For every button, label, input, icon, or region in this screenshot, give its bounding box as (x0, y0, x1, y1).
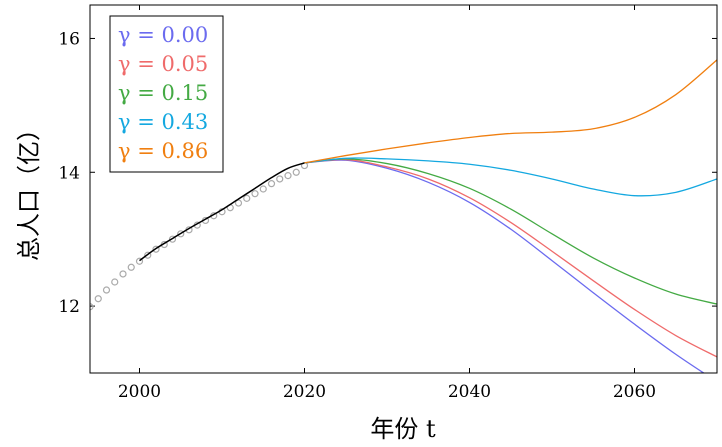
observed-point (251, 190, 259, 198)
x-tick-label: 2060 (613, 382, 656, 402)
fitted-line-layer (139, 162, 305, 262)
legend-box (109, 15, 224, 173)
x-tick-label: 2040 (448, 382, 491, 402)
observed-point (284, 172, 292, 180)
observed-data-layer (90, 161, 309, 311)
x-tick-label: 2000 (118, 382, 161, 402)
legend-entry-0: γ = 0.00 (118, 23, 208, 47)
observed-point (119, 270, 127, 278)
legend-entry-1: γ = 0.05 (118, 52, 208, 76)
series-line-3 (304, 157, 717, 197)
legend-entry-2: γ = 0.15 (118, 81, 208, 105)
series-line-1 (304, 158, 717, 358)
observed-point (276, 175, 284, 183)
observed-point (127, 263, 135, 271)
observed-point (102, 286, 111, 294)
observed-point (243, 194, 251, 202)
projection-series-layer (304, 59, 717, 373)
observed-point (94, 295, 102, 303)
observed-point (90, 303, 94, 311)
y-axis-label: 总人口（亿） (15, 117, 43, 261)
observed-point (168, 235, 177, 243)
observed-point (259, 185, 267, 193)
x-tick-label: 2020 (283, 382, 326, 402)
series-line-4 (304, 59, 717, 164)
y-tick-label: 12 (58, 297, 80, 317)
x-axis-label: 年份 t (370, 415, 436, 443)
legend: γ = 0.00 γ = 0.05 γ = 0.15 γ = 0.43 γ = 0.86 (109, 15, 224, 173)
tick-marks (90, 5, 717, 373)
fitted-line (139, 162, 305, 262)
tick-labels: 2000 2020 2040 2060 12 14 16 (58, 29, 656, 402)
series-line-2 (304, 158, 717, 305)
observed-point (152, 245, 160, 253)
series-line-0 (304, 159, 705, 373)
y-tick-label: 16 (58, 29, 80, 49)
legend-entry-4: γ = 0.86 (118, 139, 208, 163)
observed-point (144, 251, 152, 259)
observed-point (177, 230, 185, 238)
observed-point (111, 278, 119, 286)
observed-point (267, 180, 276, 188)
observed-point (292, 168, 300, 176)
plot-frame (89, 4, 718, 374)
y-tick-label: 14 (58, 163, 80, 183)
observed-point (135, 257, 144, 265)
observed-point (234, 199, 243, 207)
legend-entry-3: γ = 0.43 (118, 110, 208, 134)
